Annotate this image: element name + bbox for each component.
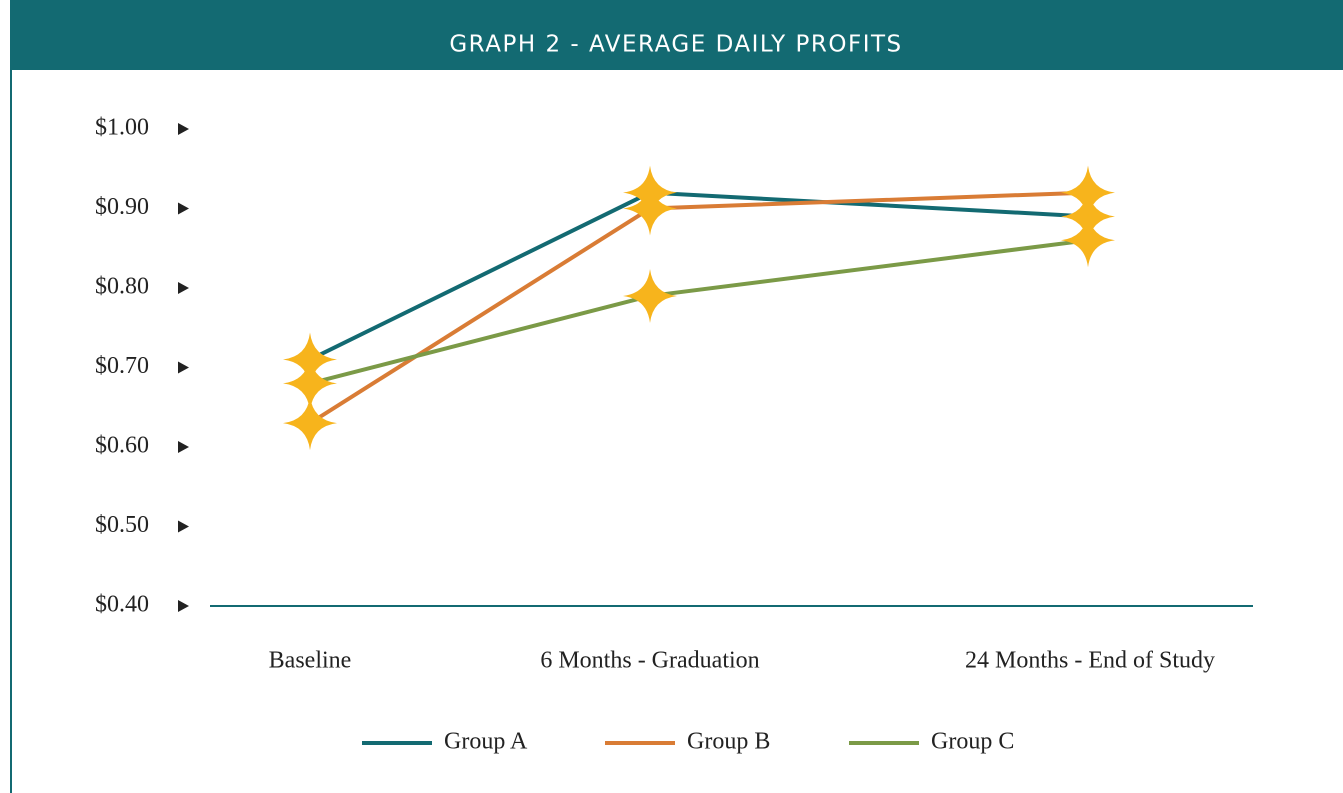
point-marker (1061, 213, 1115, 268)
header-bar (10, 0, 1343, 70)
tick-marker (178, 600, 189, 612)
tick-marker (178, 520, 189, 533)
y-tick-label: $1.00 (95, 115, 149, 141)
y-tick-label: $0.50 (95, 512, 149, 538)
chart-title: GRAPH 2 - AVERAGE DAILY PROFITS (449, 32, 902, 58)
y-tick-label: $0.80 (95, 274, 149, 300)
x-tick-label: Baseline (269, 648, 352, 674)
x-tick-label: 6 Months - Graduation (540, 648, 759, 674)
tick-marker (178, 282, 189, 294)
legend-label: Group B (687, 729, 770, 755)
tick-marker (178, 441, 189, 453)
series-line (309, 238, 1089, 386)
legend-label: Group A (444, 729, 528, 755)
point-marker (1061, 165, 1115, 220)
point-marker (623, 268, 677, 323)
tick-marker (178, 123, 189, 135)
tick-marker (178, 361, 189, 374)
y-tick-label: $0.70 (95, 353, 149, 379)
point-marker (623, 181, 677, 236)
point-marker (283, 356, 337, 411)
legend-label: Group C (931, 729, 1014, 755)
y-tick-label: $0.60 (95, 433, 149, 459)
series-line (308, 190, 1089, 425)
series-line (309, 190, 1089, 362)
y-tick-label: $0.90 (95, 194, 149, 220)
y-tick-label: $0.40 (95, 592, 149, 618)
tick-marker (178, 202, 189, 215)
point-marker (283, 396, 337, 451)
x-tick-label: 24 Months - End of Study (965, 648, 1215, 674)
